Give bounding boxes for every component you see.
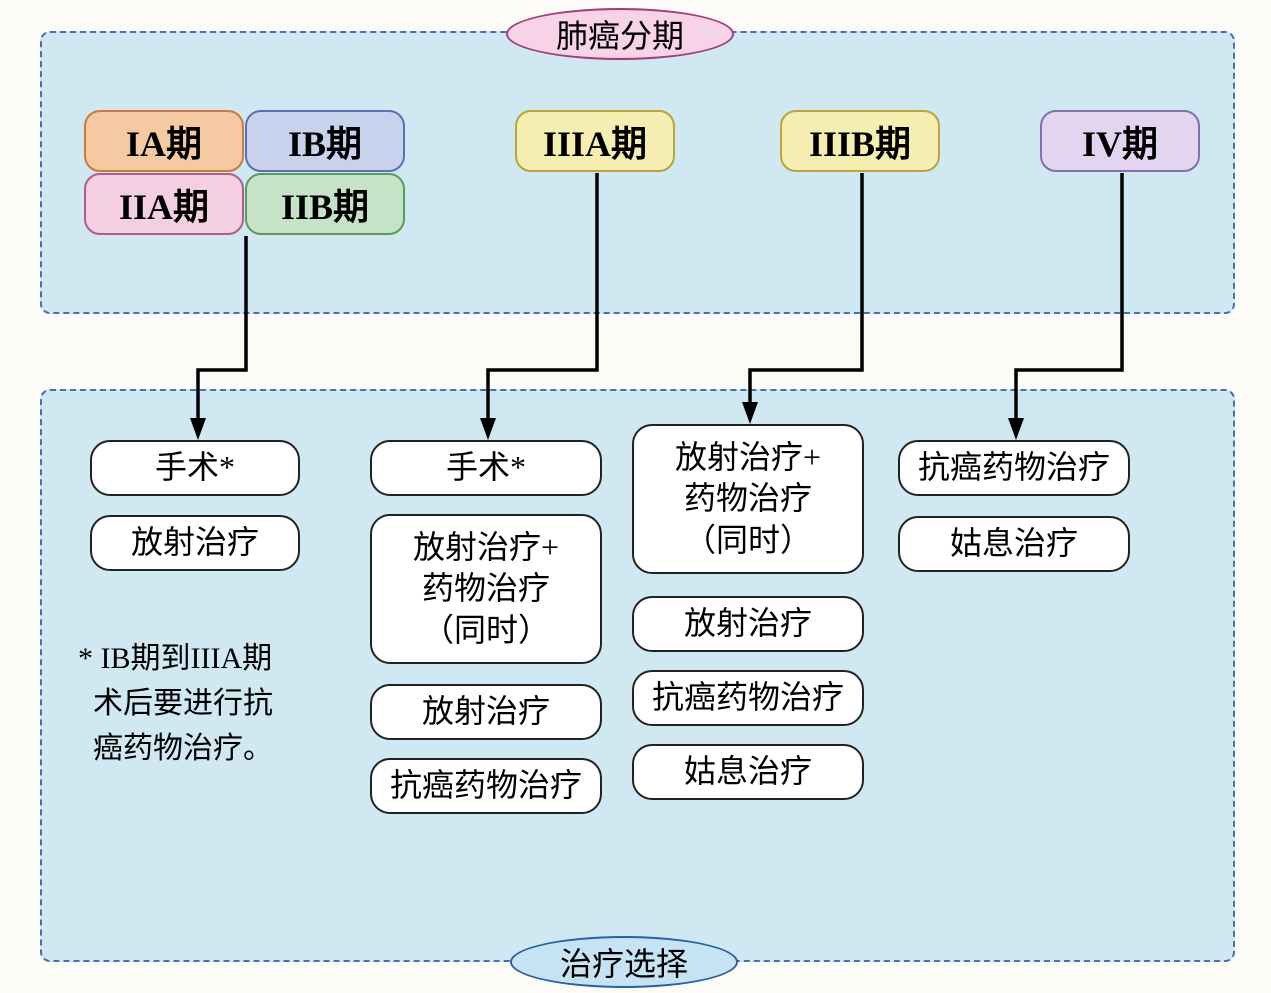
stage-box-IA: IA期 (84, 110, 244, 172)
treatment-box: 手术* (370, 440, 602, 496)
stage-box-IB: IB期 (245, 110, 405, 172)
stage-label: IIIB期 (809, 115, 911, 167)
treatment-label: 抗癌药物治疗 (918, 447, 1110, 489)
stage-label: IIA期 (119, 178, 209, 230)
treatment-box: 放射治疗+ 药物治疗 （同时） (632, 424, 864, 574)
treatment-box: 放射治疗 (632, 596, 864, 652)
title-treatment-label: 治疗选择 (560, 939, 688, 985)
stage-label: IV期 (1082, 115, 1158, 167)
title-staging-ellipse: 肺癌分期 (506, 8, 734, 60)
treatment-box: 姑息治疗 (898, 516, 1130, 572)
treatment-box: 放射治疗 (90, 515, 300, 571)
stage-label: IIIA期 (543, 115, 647, 167)
treatment-box: 抗癌药物治疗 (898, 440, 1130, 496)
treatment-box: 手术* (90, 440, 300, 496)
treatment-box: 放射治疗+ 药物治疗 （同时） (370, 514, 602, 664)
title-staging-label: 肺癌分期 (556, 11, 684, 57)
treatment-label: 放射治疗 (131, 522, 259, 564)
stage-box-IIIB: IIIB期 (780, 110, 940, 172)
treatment-box: 姑息治疗 (632, 744, 864, 800)
stage-label: IIB期 (281, 178, 369, 230)
treatment-label: 手术* (446, 447, 526, 489)
treatment-label: 姑息治疗 (950, 523, 1078, 565)
footnote-text: * IB期到IIIA期 术后要进行抗 癌药物治疗。 (78, 636, 273, 771)
treatment-label: 放射治疗 (684, 603, 812, 645)
treatment-label: 放射治疗+ 药物治疗 （同时） (413, 527, 559, 652)
treatment-box: 放射治疗 (370, 684, 602, 740)
stage-label: IB期 (288, 115, 362, 167)
treatment-label: 抗癌药物治疗 (652, 677, 844, 719)
treatment-label: 手术* (155, 447, 235, 489)
treatment-label: 放射治疗+ 药物治疗 （同时） (675, 437, 821, 562)
treatment-box: 抗癌药物治疗 (370, 758, 602, 814)
stage-box-IIIA: IIIA期 (515, 110, 675, 172)
treatment-label: 放射治疗 (422, 691, 550, 733)
treatment-box: 抗癌药物治疗 (632, 670, 864, 726)
title-treatment-ellipse: 治疗选择 (510, 936, 738, 988)
diagram-root: 肺癌分期 治疗选择 IA期 IB期 IIA期 IIB期 IIIA期 IIIB期 IV期 手术… (0, 0, 1271, 993)
stage-box-IIA: IIA期 (84, 173, 244, 235)
treatment-label: 抗癌药物治疗 (390, 765, 582, 807)
stage-box-IV: IV期 (1040, 110, 1200, 172)
treatment-label: 姑息治疗 (684, 751, 812, 793)
stage-box-IIB: IIB期 (245, 173, 405, 235)
stage-label: IA期 (126, 115, 202, 167)
